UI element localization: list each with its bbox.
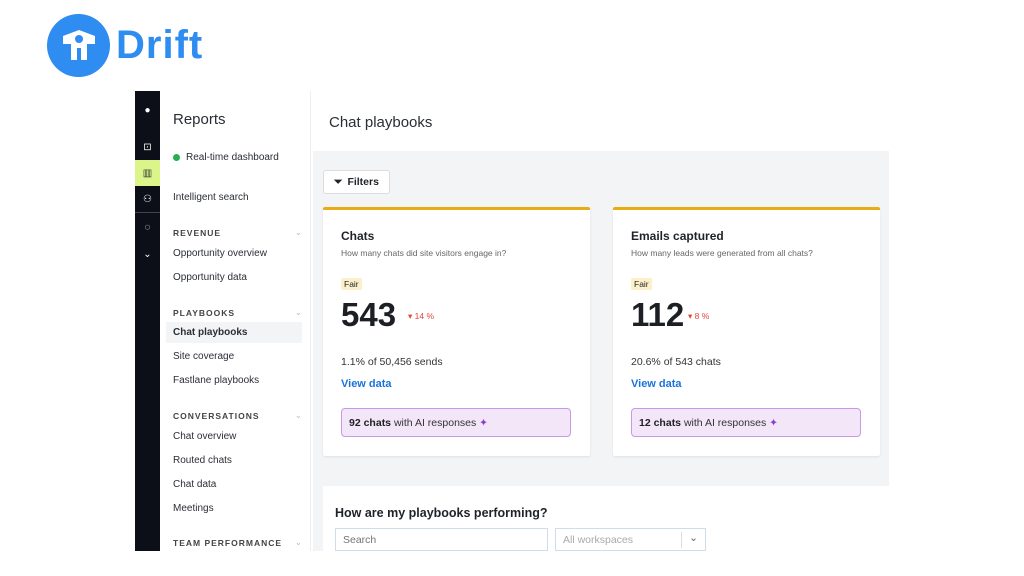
status-badge: Fair [631,278,652,290]
sidebar-item-routed-chats[interactable]: Routed chats [173,455,232,466]
drift-logo: Drift [47,14,203,77]
section-team-performance[interactable]: TEAM PERFORMANCE ⌄ [173,537,303,548]
live-status-icon [173,153,180,161]
view-data-link[interactable]: View data [631,378,682,390]
chevron-down-icon: ⌄ [681,532,705,548]
section-revenue[interactable]: REVENUE ⌄ [173,227,303,238]
drift-logo-icon [47,14,110,77]
chats-card: Chats How many chats did site visitors e… [323,207,590,456]
sidebar-item-realtime[interactable]: Real-time dashboard [173,152,279,163]
chevron-down-icon: ⌄ [294,307,303,317]
down-arrow-icon: ▾ [688,311,693,321]
reports-sidebar: Reports Real-time dashboard Intelligent … [160,91,311,551]
icon-rail: ● ⊡ ▥ ⚇ ◌ ⌄ [135,91,160,551]
filter-icon: ⏷ [334,175,343,188]
sidebar-item-fastlane-playbooks[interactable]: Fastlane playbooks [173,375,260,386]
sidebar-item-site-coverage[interactable]: Site coverage [173,351,235,362]
sidebar-item-chat-overview[interactable]: Chat overview [173,431,237,442]
metric-value: 543 [341,296,397,333]
sidebar-title: Reports [173,111,226,128]
section-conversations[interactable]: CONVERSATIONS ⌄ [173,410,303,421]
metric-subtext: 1.1% of 50,456 sends [341,356,443,368]
content-area: ⏷ Filters Chats How many chats did site v… [313,151,889,551]
page-title: Chat playbooks [329,114,433,131]
card-subtitle: How many leads were generated from all c… [631,248,813,258]
panel-title: How are my playbooks performing? [335,506,548,520]
metric-value: 112 [631,296,685,333]
chevron-down-icon: ⌄ [294,537,303,547]
emails-captured-card: Emails captured How many leads were gene… [613,207,880,456]
ai-responses-banner[interactable]: 92 chats with AI responses ✦ [341,408,571,437]
sidebar-item-opportunity-overview[interactable]: Opportunity overview [173,248,267,259]
chevron-down-icon: ⌄ [294,410,303,420]
filters-button[interactable]: ⏷ Filters [323,170,390,194]
section-playbooks[interactable]: PLAYBOOKS ⌄ [173,307,303,318]
card-title: Chats [341,229,375,243]
bot-icon[interactable]: ⊡ [143,141,152,153]
sidebar-item-chat-playbooks[interactable]: Chat playbooks [166,322,302,343]
metric-delta: ▾ 8 % [688,311,710,321]
reports-icon[interactable]: ▥ [135,160,160,186]
card-title: Emails captured [631,229,724,243]
chevron-down-icon: ⌄ [294,227,303,237]
status-badge: Fair [341,278,362,290]
workspace-select[interactable]: All workspaces ⌄ [555,528,706,551]
down-arrow-icon: ▾ [408,311,413,321]
playbooks-performance-panel: How are my playbooks performing? All wor… [323,486,889,551]
contacts-icon[interactable]: ⚇ [135,187,160,213]
sparkle-icon: ✦ [769,417,778,429]
main-content: Chat playbooks ⏷ Filters Chats How many c… [311,91,889,551]
search-input[interactable] [335,528,548,551]
metric-subtext: 20.6% of 543 chats [631,356,721,368]
sidebar-item-intelligent-search[interactable]: Intelligent search [173,192,249,203]
conversations-icon[interactable]: ◌ [144,221,151,233]
ai-responses-banner[interactable]: 12 chats with AI responses ✦ [631,408,861,437]
chevron-down-icon[interactable]: ⌄ [143,248,152,260]
sidebar-item-chat-data[interactable]: Chat data [173,479,217,490]
app-window: ● ⊡ ▥ ⚇ ◌ ⌄ Reports Real-time dashboard … [135,91,889,551]
card-subtitle: How many chats did site visitors engage … [341,248,507,258]
sparkle-icon: ✦ [479,417,488,429]
sidebar-item-opportunity-data[interactable]: Opportunity data [173,272,247,283]
drift-logo-text: Drift [116,23,204,67]
drift-home-icon[interactable]: ● [144,104,151,116]
metric-delta: ▾ 14 % [408,311,435,321]
view-data-link[interactable]: View data [341,378,392,390]
sidebar-item-meetings[interactable]: Meetings [173,503,214,514]
